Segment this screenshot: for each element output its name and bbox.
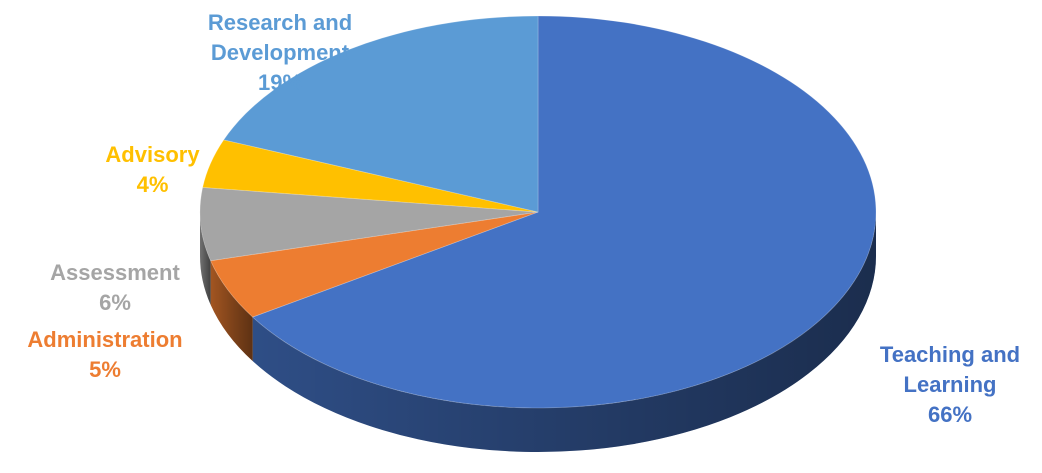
label-research-and-development: Research and Development 19% [170,8,390,98]
label-teaching-and-learning-line1: Teaching and [879,342,1021,367]
pie-slice-administration [210,211,539,318]
label-research-and-development-value: 19% [257,70,303,95]
label-research-and-development-line1: Research and [207,10,353,35]
label-advisory-line1: Advisory [105,142,200,167]
label-advisory: Advisory 4% [80,140,225,200]
label-administration-value: 5% [89,357,121,382]
label-administration-line1: Administration [27,327,183,352]
pie-side-shade-administration [210,260,253,362]
label-assessment-value: 6% [99,290,131,315]
label-teaching-and-learning: Teaching and Learning 66% [855,340,1042,430]
label-administration: Administration 5% [0,325,210,385]
pie-slice-assessment [199,187,539,262]
pie-side-shade-teaching-and-learning [252,212,877,452]
label-assessment-line1: Assessment [50,260,180,285]
pie-side-shade-assessment [200,212,211,305]
pie-slice-advisory [202,139,539,213]
label-assessment: Assessment 6% [20,258,210,318]
label-advisory-value: 4% [136,172,169,197]
pie-slice-research-and-development [223,15,539,213]
pie-sides [200,212,877,452]
label-teaching-and-learning-value: 66% [927,402,973,427]
pie-tops [199,15,877,409]
label-research-and-development-line2: Development [210,40,350,65]
pie-slice-teaching-and-learning [251,15,877,409]
label-teaching-and-learning-line2: Learning [903,372,997,397]
